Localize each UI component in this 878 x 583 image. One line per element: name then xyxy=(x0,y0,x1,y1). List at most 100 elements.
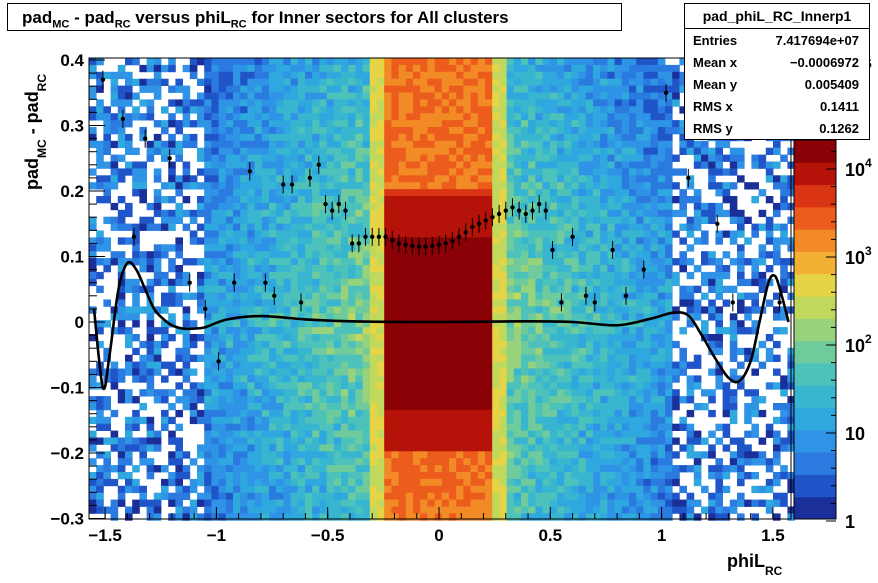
heatmap-cell xyxy=(607,251,615,259)
heatmap-cell xyxy=(441,485,450,494)
heatmap-cell xyxy=(600,403,608,411)
heatmap-cell xyxy=(362,278,371,287)
heatmap-cell xyxy=(218,334,227,342)
heatmap-cell xyxy=(650,285,659,293)
heatmap-cell xyxy=(254,465,263,473)
heatmap-cell xyxy=(369,354,378,362)
heatmap-cell xyxy=(427,306,435,314)
heatmap-cell xyxy=(470,189,479,197)
heatmap-cell xyxy=(665,444,673,452)
heatmap-cell xyxy=(413,458,421,466)
heatmap-cell xyxy=(391,465,399,473)
heatmap-cell xyxy=(218,437,227,445)
heatmap-cell xyxy=(254,437,263,445)
heatmap-cell xyxy=(312,71,320,80)
heatmap-cell xyxy=(398,278,407,287)
heatmap-cell xyxy=(506,85,515,93)
heatmap-cell xyxy=(564,140,572,149)
heatmap-cell xyxy=(470,389,479,397)
heatmap-cell xyxy=(665,472,673,480)
heatmap-cell xyxy=(585,389,594,397)
heatmap-cell xyxy=(499,113,507,121)
heatmap-cell xyxy=(427,340,435,349)
heatmap-cell xyxy=(521,472,529,480)
heatmap-cell xyxy=(398,189,407,197)
heatmap-cell xyxy=(657,327,666,335)
heatmap-cell xyxy=(463,292,471,300)
heatmap-cell xyxy=(146,472,155,480)
heatmap-cell xyxy=(175,189,183,197)
heatmap-cell xyxy=(571,161,579,169)
heatmap-cell xyxy=(513,64,522,73)
heatmap-cell xyxy=(420,278,428,287)
heatmap-cell xyxy=(441,147,450,155)
heatmap-cell xyxy=(542,106,551,114)
heatmap-cell xyxy=(384,175,392,183)
heatmap-cell xyxy=(125,513,133,521)
heatmap-cell xyxy=(600,64,608,73)
heatmap-cell xyxy=(225,71,234,80)
heatmap-cell xyxy=(463,416,471,425)
heatmap-cell xyxy=(146,285,155,293)
heatmap-cell xyxy=(333,216,342,224)
heatmap-cell xyxy=(578,437,587,445)
heatmap-cell xyxy=(657,478,666,487)
heatmap-cell xyxy=(189,58,198,66)
heatmap-cell xyxy=(319,334,327,342)
heatmap-cell xyxy=(593,78,601,86)
heatmap-cell xyxy=(362,354,371,362)
heatmap-cell xyxy=(528,258,536,266)
heatmap-cell xyxy=(369,285,378,293)
heatmap-cell xyxy=(225,113,234,121)
heatmap-cell xyxy=(204,202,212,211)
heatmap-cell xyxy=(657,458,666,466)
heatmap-cell xyxy=(535,416,543,425)
heatmap-cell xyxy=(211,416,219,425)
heatmap-cell xyxy=(542,58,551,66)
heatmap-cell xyxy=(528,368,536,376)
heatmap-cell xyxy=(405,368,414,376)
heatmap-cell xyxy=(614,92,623,100)
heatmap-cell xyxy=(528,175,536,183)
heatmap-cell xyxy=(629,209,637,218)
heatmap-cell xyxy=(319,161,327,169)
heatmap-cell xyxy=(233,320,241,328)
heatmap-cell xyxy=(405,416,414,425)
heatmap-cell xyxy=(456,334,464,342)
heatmap-cell xyxy=(506,127,515,135)
heatmap-cell xyxy=(247,423,255,431)
heatmap-cell xyxy=(333,258,342,266)
heatmap-cell xyxy=(182,271,191,280)
heatmap-cell xyxy=(578,99,587,107)
heatmap-cell xyxy=(528,389,536,397)
heatmap-cell xyxy=(125,113,133,121)
heatmap-cell xyxy=(398,85,407,93)
heatmap-cell xyxy=(593,285,601,293)
heatmap-cell xyxy=(218,389,227,397)
heatmap-cell xyxy=(182,354,191,362)
heatmap-cell xyxy=(341,71,349,80)
heatmap-cell xyxy=(585,444,594,452)
heatmap-cell xyxy=(499,106,507,114)
heatmap-cell xyxy=(297,58,306,66)
heatmap-cell xyxy=(391,313,399,321)
heatmap-cell xyxy=(312,99,320,107)
heatmap-cell xyxy=(398,492,407,500)
heatmap-cell xyxy=(557,251,565,259)
heatmap-cell xyxy=(657,147,666,155)
heatmap-cell xyxy=(441,202,450,211)
heatmap-cell xyxy=(614,258,623,266)
heatmap-cell xyxy=(276,451,284,459)
heatmap-cell xyxy=(564,354,572,362)
heatmap-cell xyxy=(672,306,680,314)
heatmap-cell xyxy=(535,513,543,521)
heatmap-cell xyxy=(283,244,291,252)
heatmap-cell xyxy=(557,313,565,321)
heatmap-cell xyxy=(557,202,565,211)
heatmap-cell xyxy=(384,430,392,438)
heatmap-cell xyxy=(333,306,342,314)
heatmap-cell xyxy=(463,133,471,142)
heatmap-cell xyxy=(319,216,327,224)
heatmap-cell xyxy=(477,416,486,425)
heatmap-cell xyxy=(225,64,234,73)
